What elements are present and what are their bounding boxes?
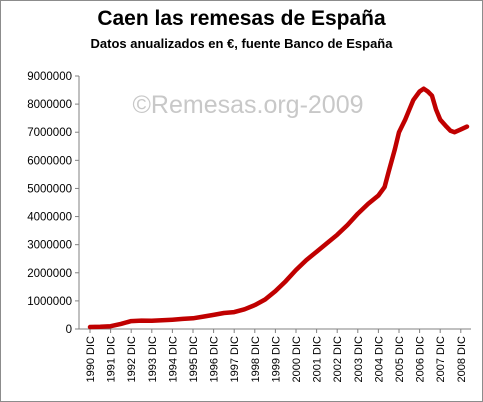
x-tick-label: 1996 DIC — [209, 336, 221, 383]
x-tick-label: 1990 DIC — [85, 336, 97, 383]
x-tick-label: 2006 DIC — [415, 336, 427, 383]
x-tick-label: 1992 DIC — [126, 336, 138, 383]
x-tick-label: 2005 DIC — [394, 336, 406, 383]
x-tick-label: 1995 DIC — [188, 336, 200, 383]
chart-title: Caen las remesas de España — [97, 7, 386, 30]
x-tick-label: 1998 DIC — [250, 336, 262, 383]
y-tick-label: 8000000 — [27, 99, 72, 111]
x-tick-label: 2004 DIC — [373, 336, 385, 383]
x-tick-label: 2008 DIC — [456, 336, 468, 383]
x-tick-label: 2003 DIC — [353, 336, 365, 383]
y-tick-label: 1000000 — [27, 296, 72, 308]
x-tick-label: 1991 DIC — [106, 336, 118, 383]
x-tick-label: 1993 DIC — [147, 336, 159, 383]
x-axis-ticks: 1990 DIC 1991 DIC 1992 DIC 1993 DIC 1994 DIC… — [85, 329, 468, 382]
y-tick-label: 4000000 — [27, 212, 72, 224]
y-tick-label: 2000000 — [27, 268, 72, 280]
x-tick-label: 1994 DIC — [167, 336, 179, 383]
y-tick-label: 0 — [66, 324, 72, 336]
y-axis-ticks: 0 1000000 2000000 3000000 4000000 5000000 6000… — [27, 71, 79, 336]
chart-subtitle: Datos anualizados en €, fuente Banco de … — [90, 36, 393, 51]
x-tick-label: 1997 DIC — [229, 336, 241, 383]
x-tick-label: 2002 DIC — [332, 336, 344, 383]
y-tick-label: 5000000 — [27, 183, 72, 195]
x-tick-label: 2001 DIC — [312, 336, 324, 383]
x-tick-label: 2007 DIC — [435, 336, 447, 383]
x-tick-label: 2000 DIC — [291, 336, 303, 383]
y-tick-label: 3000000 — [27, 240, 72, 252]
y-tick-label: 7000000 — [27, 127, 72, 139]
remesas-series-line — [87, 86, 470, 330]
x-tick-label: 1999 DIC — [270, 336, 282, 383]
watermark-text: ©Remesas.org-2009 — [132, 91, 363, 119]
y-tick-label: 9000000 — [27, 71, 72, 83]
y-tick-label: 6000000 — [27, 155, 72, 167]
